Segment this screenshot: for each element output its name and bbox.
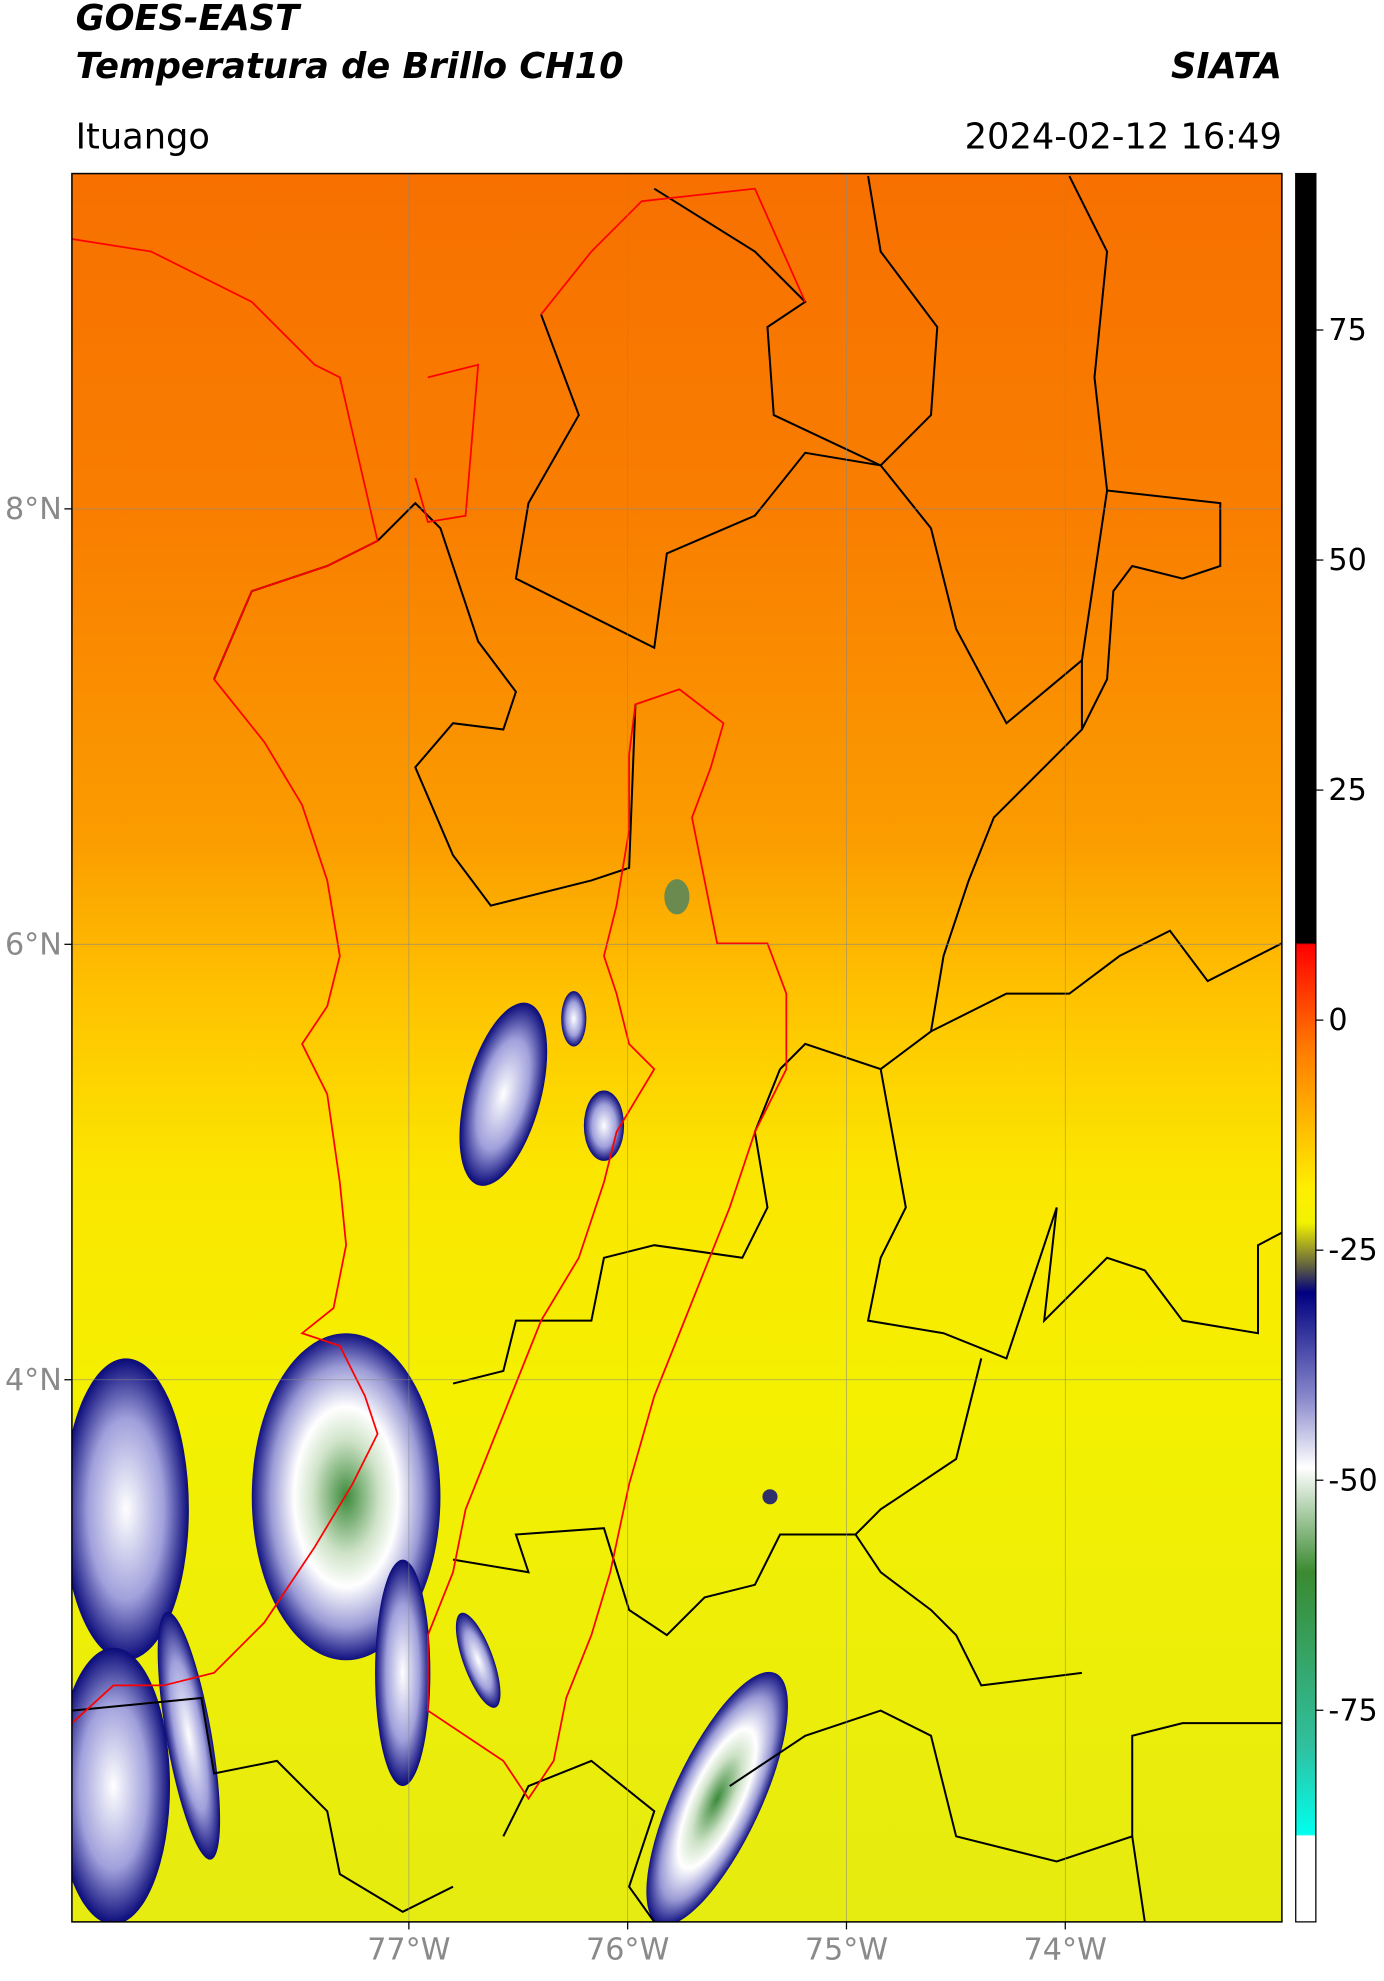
colorbar-tick-label: -25 <box>1328 1233 1377 1268</box>
brand: SIATA <box>1171 46 1282 87</box>
y-tick-label: 8°N <box>5 492 62 527</box>
y-tick-label: 6°N <box>5 927 62 962</box>
colorbar-tick-label: -50 <box>1328 1463 1377 1498</box>
map-imagery <box>71 173 1282 1922</box>
colorbar-tick-label: 25 <box>1328 773 1366 808</box>
title-line1: GOES-EAST <box>76 0 302 39</box>
title-line2: Temperatura de Brillo CH10 <box>76 46 624 87</box>
location: Ituango <box>76 116 210 157</box>
x-tick-label: 75°W <box>805 1933 888 1968</box>
x-tick-label: 77°W <box>367 1933 450 1968</box>
y-tick-label: 4°N <box>5 1363 62 1398</box>
colorbar-tick-label: 0 <box>1328 1003 1347 1038</box>
colorbar-tick-label: -75 <box>1328 1693 1377 1728</box>
x-tick-label: 74°W <box>1024 1933 1107 1968</box>
x-tick-label: 76°W <box>586 1933 669 1968</box>
colorbar-tick-label: 50 <box>1328 543 1366 578</box>
colorbar-tick-label: 75 <box>1328 313 1366 348</box>
timestamp: 2024-02-12 16:49 <box>965 116 1282 157</box>
map-frame <box>71 172 1283 1923</box>
grid-layer <box>71 173 1282 1922</box>
colorbar <box>1295 172 1317 1923</box>
